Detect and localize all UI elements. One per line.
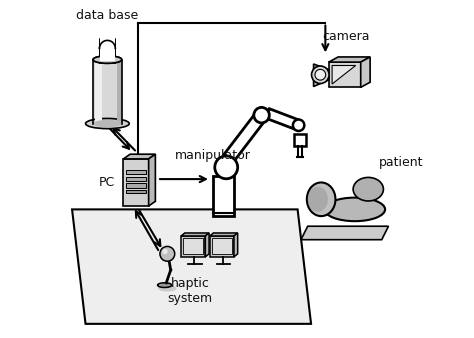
Bar: [294, 134, 306, 146]
Polygon shape: [332, 66, 356, 84]
Bar: [123, 159, 149, 206]
Polygon shape: [210, 233, 237, 236]
Ellipse shape: [93, 120, 122, 127]
Bar: [183, 238, 203, 255]
Ellipse shape: [93, 56, 122, 63]
Circle shape: [315, 69, 326, 80]
Bar: [126, 170, 146, 174]
Bar: [181, 236, 205, 257]
Bar: [126, 190, 146, 193]
Bar: [213, 176, 235, 216]
Bar: [117, 59, 122, 124]
Polygon shape: [314, 64, 329, 87]
Polygon shape: [361, 57, 370, 87]
Text: data base: data base: [76, 9, 138, 22]
Circle shape: [162, 249, 168, 254]
Ellipse shape: [308, 187, 328, 212]
Bar: [210, 236, 234, 257]
Polygon shape: [266, 109, 301, 130]
Polygon shape: [301, 226, 389, 240]
Text: haptic
system: haptic system: [167, 277, 212, 305]
Bar: [126, 184, 146, 188]
Ellipse shape: [158, 286, 177, 292]
Bar: [126, 177, 146, 181]
Text: camera: camera: [323, 30, 370, 44]
Bar: [100, 39, 115, 61]
Ellipse shape: [93, 120, 122, 127]
Ellipse shape: [85, 118, 129, 129]
Ellipse shape: [307, 183, 336, 216]
Text: manipulator: manipulator: [175, 149, 251, 162]
Polygon shape: [181, 233, 209, 236]
Ellipse shape: [215, 156, 237, 179]
Circle shape: [160, 246, 175, 261]
Ellipse shape: [353, 177, 383, 201]
Polygon shape: [149, 154, 155, 206]
Circle shape: [254, 107, 269, 123]
Bar: [100, 36, 115, 60]
Ellipse shape: [325, 198, 385, 221]
Polygon shape: [224, 112, 266, 162]
Circle shape: [311, 66, 329, 83]
Bar: [329, 62, 361, 87]
Bar: [212, 238, 232, 255]
Ellipse shape: [157, 283, 172, 288]
Bar: [93, 59, 122, 124]
Ellipse shape: [93, 56, 122, 63]
Polygon shape: [329, 57, 370, 62]
Polygon shape: [72, 210, 311, 324]
Circle shape: [293, 120, 304, 131]
Polygon shape: [205, 233, 209, 257]
Text: PC: PC: [99, 176, 115, 189]
Polygon shape: [234, 233, 237, 257]
Bar: [95, 59, 102, 124]
Polygon shape: [123, 154, 155, 159]
Text: patient: patient: [378, 156, 423, 169]
